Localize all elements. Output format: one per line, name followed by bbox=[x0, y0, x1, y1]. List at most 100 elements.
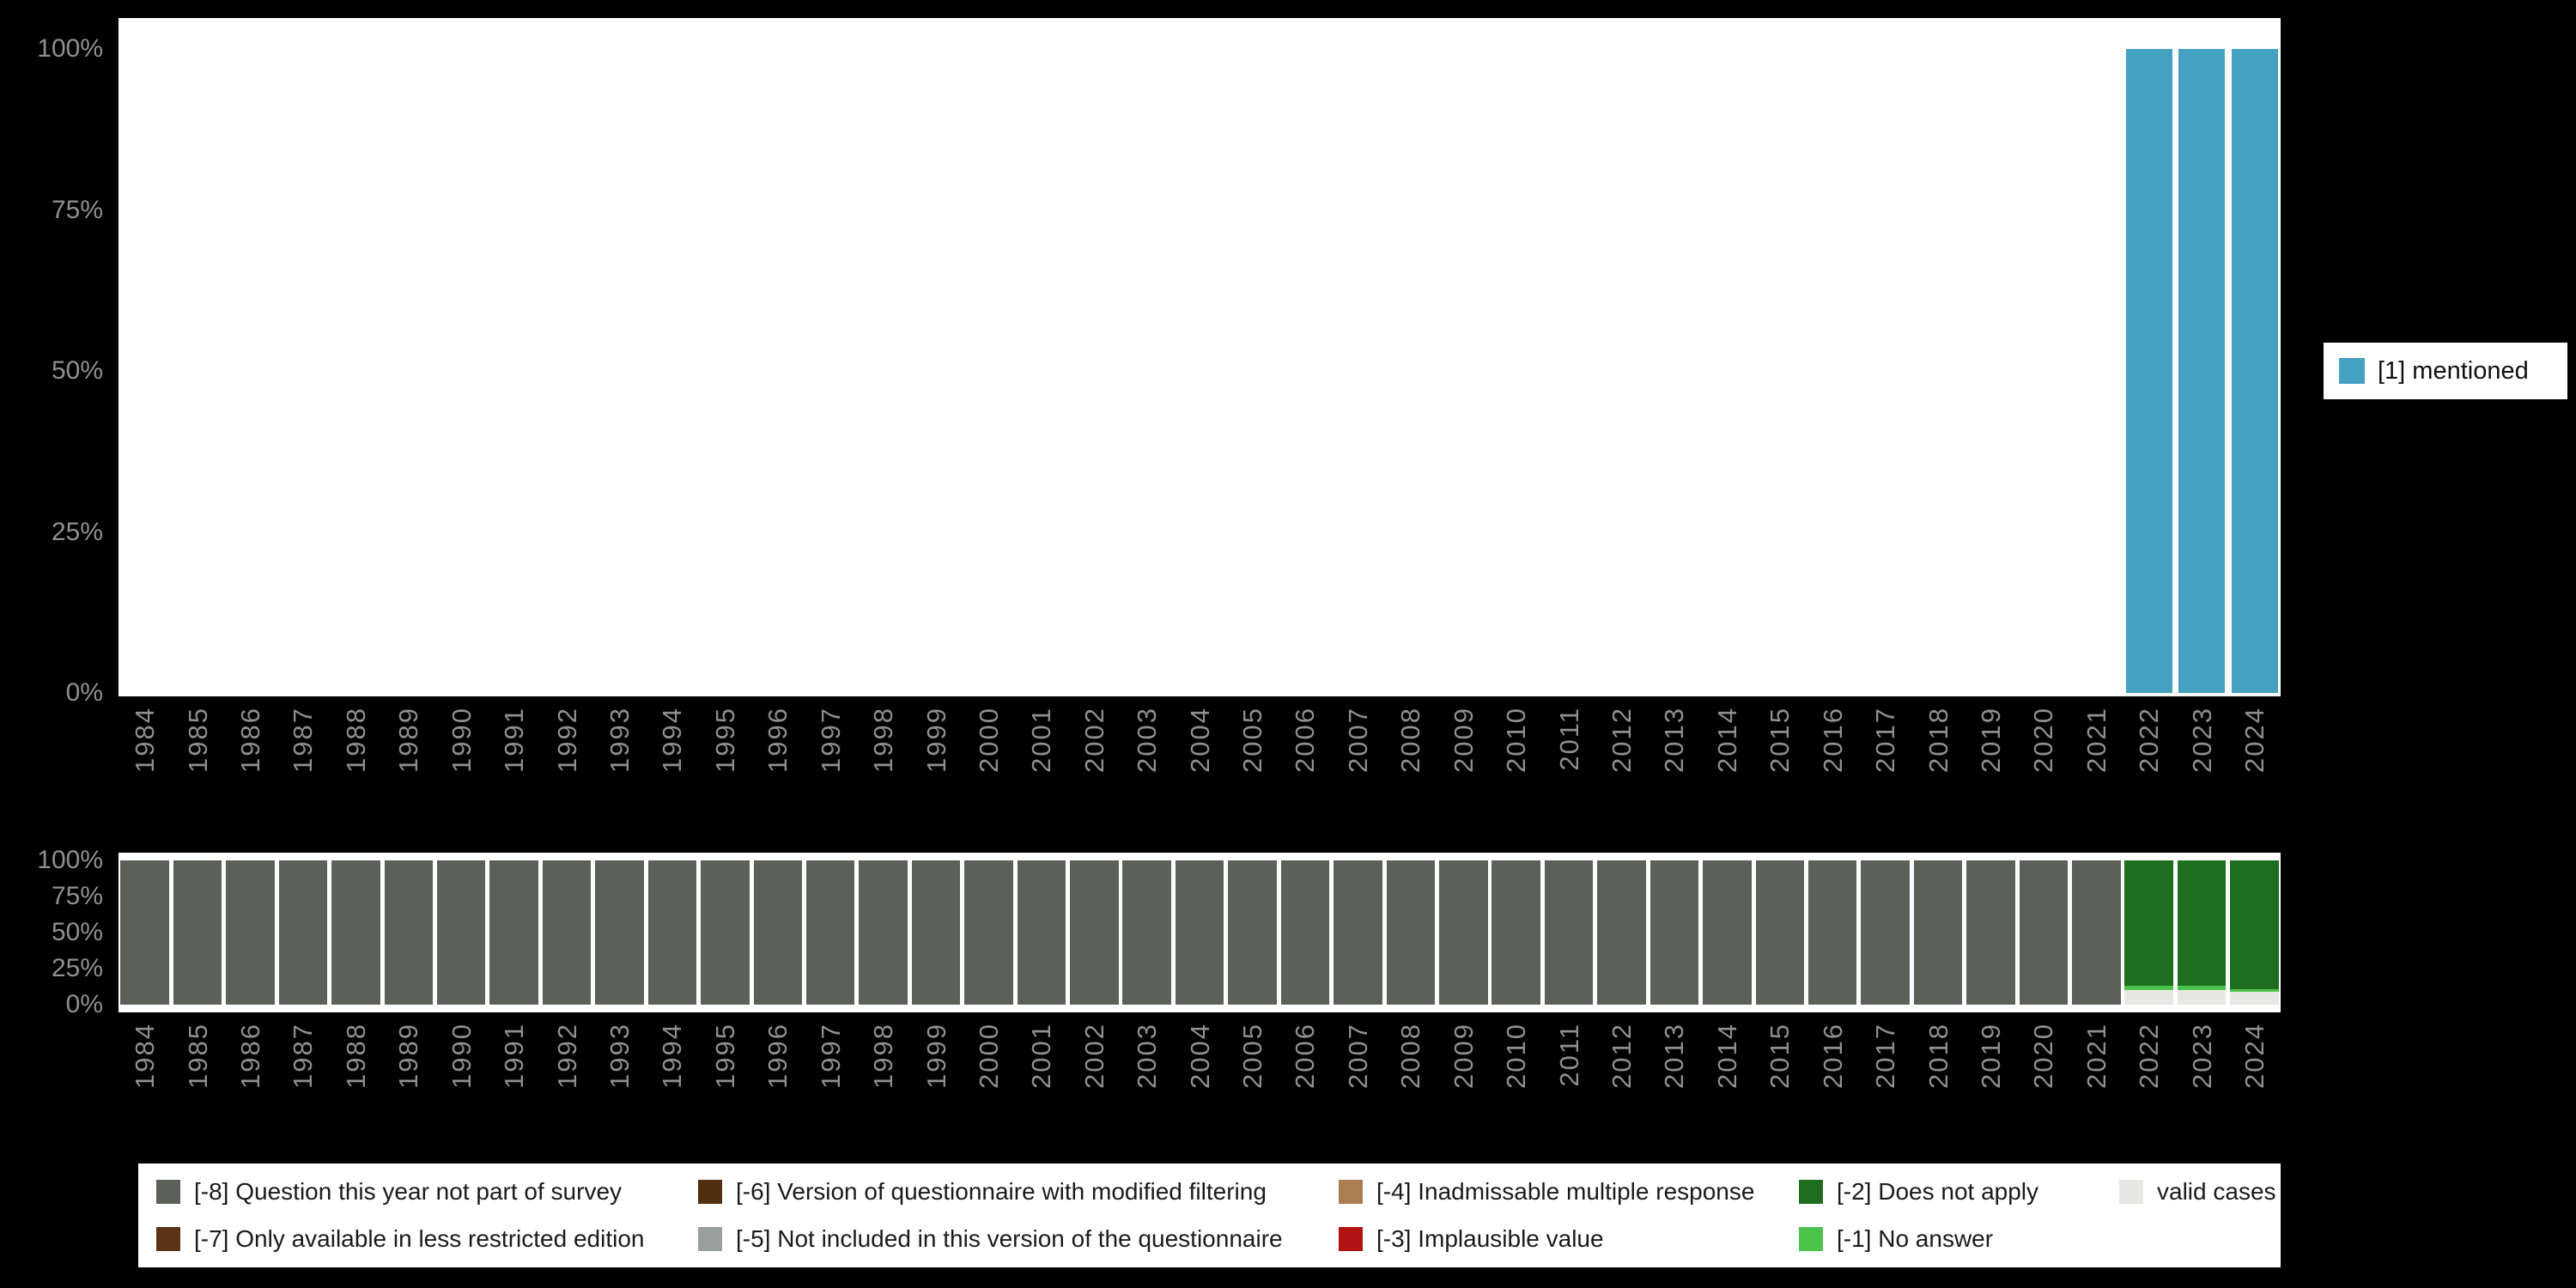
bar-segment bbox=[226, 860, 275, 1005]
bar-segment bbox=[2019, 860, 2069, 1005]
bar-slot bbox=[751, 860, 804, 1005]
bar-slot bbox=[382, 49, 434, 693]
year-label: 2014 bbox=[1711, 1023, 1742, 1089]
year-label: 1993 bbox=[605, 1023, 635, 1089]
year-label: 1994 bbox=[657, 1023, 688, 1089]
bar-stack bbox=[1599, 49, 1645, 693]
bar-stack bbox=[1757, 49, 1803, 693]
bar-segment bbox=[753, 860, 803, 1005]
bar-slot bbox=[488, 860, 540, 1005]
bar-stack bbox=[1282, 49, 1328, 693]
bar-segment bbox=[701, 860, 750, 1005]
year-label: 1985 bbox=[182, 1023, 213, 1089]
year-label: 2013 bbox=[1659, 1023, 1690, 1089]
bar-slot bbox=[382, 860, 434, 1005]
x-axis-cell: 2004 bbox=[1173, 1023, 1225, 1127]
x-axis-cell: 2002 bbox=[1068, 1023, 1121, 1127]
bottom-chart-bars bbox=[118, 860, 2281, 1005]
x-axis-cell: 2013 bbox=[1648, 707, 1700, 811]
year-label: 2023 bbox=[2186, 707, 2217, 773]
year-label: 1990 bbox=[446, 707, 477, 773]
x-axis-cell: 2001 bbox=[1015, 1023, 1067, 1127]
x-axis-cell: 2024 bbox=[2228, 1023, 2281, 1127]
bar-slot bbox=[1701, 49, 1753, 693]
y-axis-tick-label: 25% bbox=[51, 954, 103, 982]
bar-slot bbox=[1701, 860, 1753, 1005]
bar-stack bbox=[438, 49, 484, 693]
bar-stack bbox=[1862, 49, 1909, 693]
bar-segment bbox=[384, 860, 434, 1005]
x-axis-cell: 2007 bbox=[1332, 707, 1384, 811]
x-axis-cell: 2021 bbox=[2070, 707, 2123, 811]
bar-stack bbox=[173, 860, 222, 1005]
year-label: 1999 bbox=[920, 707, 951, 773]
x-axis-cell: 1993 bbox=[593, 1023, 646, 1127]
x-axis-cell: 2014 bbox=[1701, 1023, 1753, 1127]
bar-segment bbox=[1755, 860, 1805, 1005]
bar-stack bbox=[1334, 49, 1381, 693]
bar-segment bbox=[964, 860, 1013, 1005]
year-label: 2004 bbox=[1184, 1023, 1215, 1089]
bar-slot bbox=[593, 49, 646, 693]
x-axis-cell: 1999 bbox=[909, 707, 962, 811]
bar-segment bbox=[647, 860, 697, 1005]
top-chart-x-axis: 1984 1985 1986 1987 1988 1989 1990 1991 1992 1993… bbox=[118, 707, 2281, 811]
bar-stack bbox=[1913, 860, 1963, 1005]
legend-swatch-icon bbox=[1339, 1180, 1363, 1205]
year-label: 2003 bbox=[1132, 1023, 1163, 1089]
bar-stack bbox=[1704, 49, 1750, 693]
x-axis-cell: 1999 bbox=[909, 1023, 962, 1127]
bar-stack bbox=[1386, 860, 1436, 1005]
bar-slot bbox=[2070, 860, 2123, 1005]
x-axis-cell: 2017 bbox=[1859, 1023, 1911, 1127]
bar-stack bbox=[1755, 860, 1805, 1005]
bar-slot bbox=[1542, 860, 1595, 1005]
year-label: 1986 bbox=[235, 707, 266, 773]
year-label: 2021 bbox=[2081, 1023, 2111, 1089]
bar-slot bbox=[1332, 860, 1384, 1005]
year-label: 1988 bbox=[340, 707, 371, 773]
bar-stack bbox=[122, 49, 168, 693]
bar-slot bbox=[1859, 49, 1911, 693]
bar-slot bbox=[1068, 860, 1121, 1005]
legend-item-label: valid cases bbox=[2157, 1178, 2276, 1206]
bar-slot bbox=[1807, 49, 1859, 693]
bar-slot bbox=[1490, 49, 1542, 693]
y-axis-tick-label: 0% bbox=[65, 678, 103, 707]
bar-slot bbox=[1911, 49, 1964, 693]
bar-slot bbox=[1965, 860, 2017, 1005]
x-axis-cell: 2006 bbox=[1279, 707, 1331, 811]
year-label: 2022 bbox=[2134, 1023, 2165, 1089]
top-chart-plot-area bbox=[118, 18, 2281, 696]
year-label: 1996 bbox=[762, 707, 793, 773]
x-axis-cell: 2008 bbox=[1384, 707, 1437, 811]
bar-slot bbox=[224, 49, 276, 693]
bar-slot bbox=[171, 49, 223, 693]
legend-item-label: [-2] Does not apply bbox=[1837, 1178, 2039, 1206]
bar-stack bbox=[1070, 860, 1119, 1005]
bar-stack bbox=[2073, 49, 2119, 693]
x-axis-cell: 1985 bbox=[171, 1023, 223, 1127]
year-label: 2011 bbox=[1553, 707, 1584, 771]
bar-stack bbox=[1280, 860, 1330, 1005]
bar-stack bbox=[2178, 49, 2226, 693]
bar-slot bbox=[276, 49, 329, 693]
bar-stack bbox=[1966, 860, 2015, 1005]
year-label: 1996 bbox=[762, 1023, 793, 1089]
x-axis-cell: 1990 bbox=[435, 1023, 488, 1127]
legend-swatch-icon bbox=[698, 1226, 722, 1251]
bar-slot bbox=[2123, 860, 2175, 1005]
legend-item-label: [-3] Implausible value bbox=[1376, 1224, 1604, 1252]
bar-segment bbox=[1280, 860, 1330, 1005]
bar-segment bbox=[331, 860, 380, 1005]
legend-swatch-icon bbox=[1799, 1226, 1823, 1251]
x-axis-cell: 2022 bbox=[2123, 707, 2175, 811]
bar-segment bbox=[1597, 860, 1646, 1005]
bar-stack bbox=[2125, 49, 2172, 693]
bar-stack bbox=[331, 860, 380, 1005]
bar-slot bbox=[1121, 49, 1173, 693]
year-label: 2022 bbox=[2134, 707, 2165, 773]
bar-stack bbox=[647, 860, 697, 1005]
year-label: 2003 bbox=[1132, 707, 1163, 773]
bar-stack bbox=[2020, 49, 2067, 693]
